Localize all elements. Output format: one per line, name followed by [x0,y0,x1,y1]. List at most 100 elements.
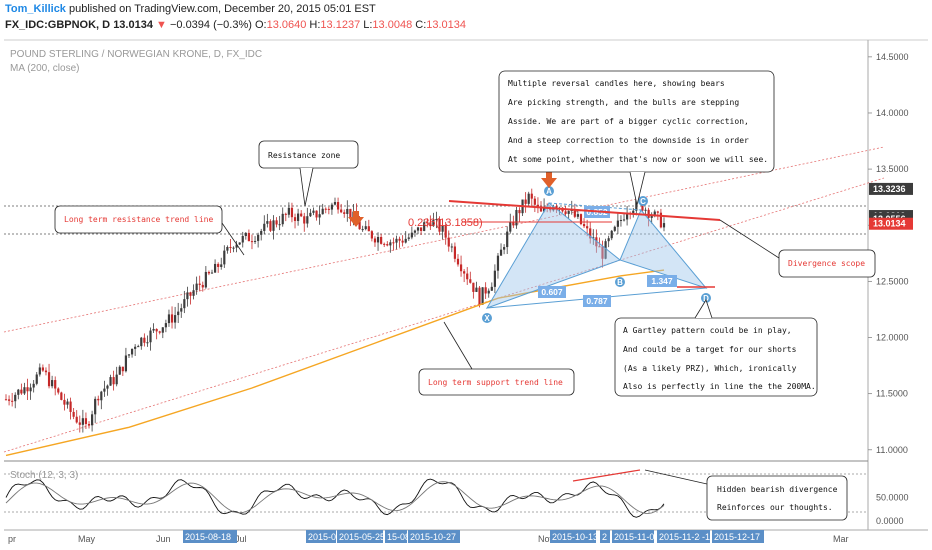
candle-body [579,214,583,225]
date-badge: 2015-11-0 [612,530,654,543]
candle-body [284,213,287,215]
candle-body [429,222,432,227]
svg-text:D: D [703,294,709,303]
candle-body [78,422,81,425]
candle-body [536,204,540,207]
candle-body [213,263,217,273]
candle [134,344,137,356]
candle-body [130,348,134,355]
candle [75,410,78,424]
candle [244,232,247,240]
candle [401,235,404,247]
month-label: Jun [156,534,171,544]
candle-body [177,311,180,316]
change-value: −0.0394 (−0.3%) [169,19,252,31]
candle [223,245,226,268]
candle [54,376,57,396]
svg-text:Asside. We are part of a bigge: Asside. We are part of a bigger cyclic c… [508,117,749,126]
candle [601,240,604,268]
down-arrow-icon: ▼ [156,19,167,31]
candle-body [542,207,546,212]
candle [647,207,650,227]
price-label: 13.3236 [869,182,913,195]
candle-body [297,213,300,221]
candle-body [140,337,143,347]
candle-body [589,228,592,239]
candle [143,333,146,347]
stoch-k-line [5,478,665,518]
candle [152,323,155,333]
date-badge: 2015-10-13 [550,530,598,543]
ma-indicator-label: MA (200, close) [10,63,79,74]
candle [622,212,626,222]
candle-body [232,247,235,249]
candle-body [121,366,124,372]
candle-body [632,210,635,214]
svg-text:0.607: 0.607 [541,287,563,297]
candle-body [164,323,167,328]
candle-body [423,222,426,231]
candle [392,237,395,251]
candle [164,319,167,333]
price-tick-label: 11.0000 [876,445,908,455]
candle [57,387,60,395]
svg-text:C: C [640,197,646,206]
candle-body [210,272,214,274]
candle-body [161,327,164,333]
candle-body [106,385,109,389]
candle-body [503,247,506,250]
candle [376,232,380,251]
candle [238,242,241,246]
candle [383,242,386,248]
candle-body [115,374,118,385]
candle-body [598,246,601,248]
candle [579,213,583,226]
candle-body [287,207,290,215]
candle-body [192,290,195,296]
candle-body [518,210,521,214]
candle-body [426,222,429,224]
candle-body [512,221,515,226]
candle [435,211,438,229]
candle [63,393,66,411]
candle-body [312,210,315,213]
candle-body [364,226,367,230]
candle-body [389,242,392,246]
candle-body [38,367,41,375]
divergence-price-line [448,200,721,221]
candle [432,212,435,227]
candle [318,205,321,225]
candle-body [315,210,318,218]
candle-body [257,234,260,241]
candle-body [11,400,14,402]
date-badge: 2 [600,530,610,543]
candle [192,284,195,300]
candle [487,288,490,298]
candle-body [444,225,447,238]
candle [4,394,8,401]
candle-body [32,383,35,388]
candle-body [318,214,321,218]
author-link[interactable]: Tom_Killick [5,3,66,15]
open-value: 13.0640 [266,19,307,31]
candle [14,392,17,409]
candle-body [183,299,186,309]
candle-body [601,246,604,259]
candle-body [69,401,72,412]
svg-text:Also is perfectly in line the: Also is perfectly in line the the 200MA. [623,382,816,391]
candle [109,374,112,386]
candle-body [573,209,576,217]
candle [297,208,300,226]
date-badge: 2015-0 [306,530,336,543]
candle-body [17,389,20,395]
candle-body [604,241,607,259]
svg-text:0.787: 0.787 [586,296,608,306]
month-label: Jul [235,534,247,544]
candle-body [407,237,410,239]
candle [121,366,124,377]
candle-body [463,271,466,274]
candle-body [496,255,500,271]
candle-body [253,240,257,242]
svg-text:Divergence scope: Divergence scope [788,259,865,268]
